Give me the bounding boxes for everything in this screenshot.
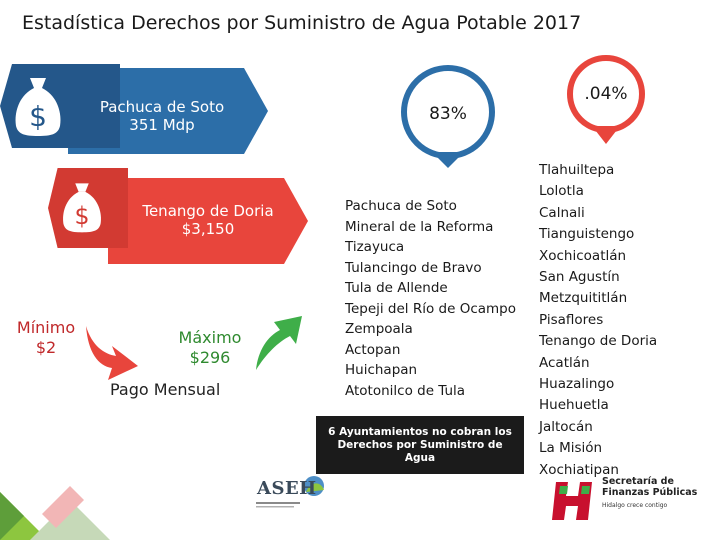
money-bag-icon: $ (15, 78, 61, 136)
banner-tenango-amount: $3,150 (181, 220, 235, 238)
list-item: Xochiatipan (539, 461, 619, 478)
percentage-pin-blue (401, 65, 495, 168)
list-item: Lolotla (539, 183, 584, 200)
list-item: Zempoala (345, 321, 413, 337)
svg-text:$: $ (29, 100, 47, 133)
list-item: Jaltocán (539, 418, 593, 435)
list-item: Huichapan (345, 362, 418, 378)
no-charge-note: 6 Ayuntamientos no cobran los Derechos p… (316, 416, 524, 474)
list-item: Tianguistengo (539, 226, 635, 243)
banner-pachuca-name: Pachuca de Soto (99, 98, 225, 116)
list-item: Xochicoatlán (539, 247, 627, 264)
svg-text:$: $ (74, 202, 89, 230)
minimum-value: $2 (35, 338, 57, 357)
maximum-title: Máximo (178, 328, 242, 347)
banner-tenango-text: Tenango de Doria $3,150 (118, 202, 298, 238)
list-item: Calnali (539, 204, 585, 221)
percentage-83: 83% (429, 104, 467, 124)
banner-pachuca-text: Pachuca de Soto 351 Mdp (78, 98, 246, 134)
aseh-logo-text: ASEH (257, 478, 317, 499)
municipalities-top-list: Pachuca de Soto Mineral de la Reforma Ti… (345, 196, 516, 401)
hidalgo-h-logo (552, 482, 592, 520)
banner-pachuca-amount: 351 Mdp (129, 116, 195, 134)
maximum-label: Máximo $296 (160, 328, 260, 368)
list-item: Tizayuca (345, 239, 405, 255)
list-item: San Agustín (539, 269, 620, 286)
down-arrow-icon (86, 326, 138, 380)
list-item: Atotonilco de Tula (345, 382, 466, 399)
note-line: Agua (404, 452, 436, 464)
aseh-logo (256, 476, 324, 508)
secretaria-tagline: Hidalgo crece contigo (602, 502, 668, 509)
list-item: Acatlán (539, 354, 590, 371)
list-item: Huehuetla (539, 397, 609, 414)
money-bag-icon: $ (63, 183, 101, 233)
page-title: Estadística Derechos por Suministro de A… (22, 12, 582, 34)
decorative-triangles (0, 486, 110, 540)
list-item: Mineral de la Reforma (345, 218, 494, 235)
list-item: Tulancingo de Bravo (345, 259, 482, 276)
list-item: Huazalingo (539, 376, 615, 393)
banner-tenango-name: Tenango de Doria (142, 202, 274, 220)
secretaria-finanzas-logo-text: Secretaría de Finanzas Públicas (602, 476, 712, 498)
note-line: 6 Ayuntamientos no cobran los (328, 426, 512, 438)
percentage-pin-red (567, 55, 645, 144)
list-item: Tenango de Doria (539, 333, 658, 350)
percentage-04: .04% (584, 84, 628, 104)
list-item: Tepeji del Río de Ocampo (345, 300, 516, 317)
up-arrow-icon (256, 316, 302, 370)
secretaria-line2: Finanzas Públicas (602, 487, 698, 498)
list-item: Pachuca de Soto (345, 198, 457, 214)
list-item: Tula de Allende (345, 280, 448, 296)
municipalities-bottom-list: Tlahuiltepa Lolotla Calnali Tianguisteng… (539, 160, 657, 481)
maximum-value: $296 (189, 348, 231, 367)
secretaria-line1: Secretaría de (602, 476, 674, 487)
note-line: Derechos por Suministro de (337, 439, 503, 451)
list-item: Tlahuiltepa (539, 162, 615, 178)
payment-label: Pago Mensual (110, 380, 221, 399)
minimum-title: Mínimo (16, 318, 76, 337)
list-item: Actopan (345, 341, 401, 358)
list-item: La Misión (539, 440, 603, 457)
list-item: Pisaflores (539, 311, 604, 328)
minimum-label: Mínimo $2 (6, 318, 86, 358)
banner-tenango (108, 178, 308, 264)
list-item: Metzquititlán (539, 290, 628, 307)
